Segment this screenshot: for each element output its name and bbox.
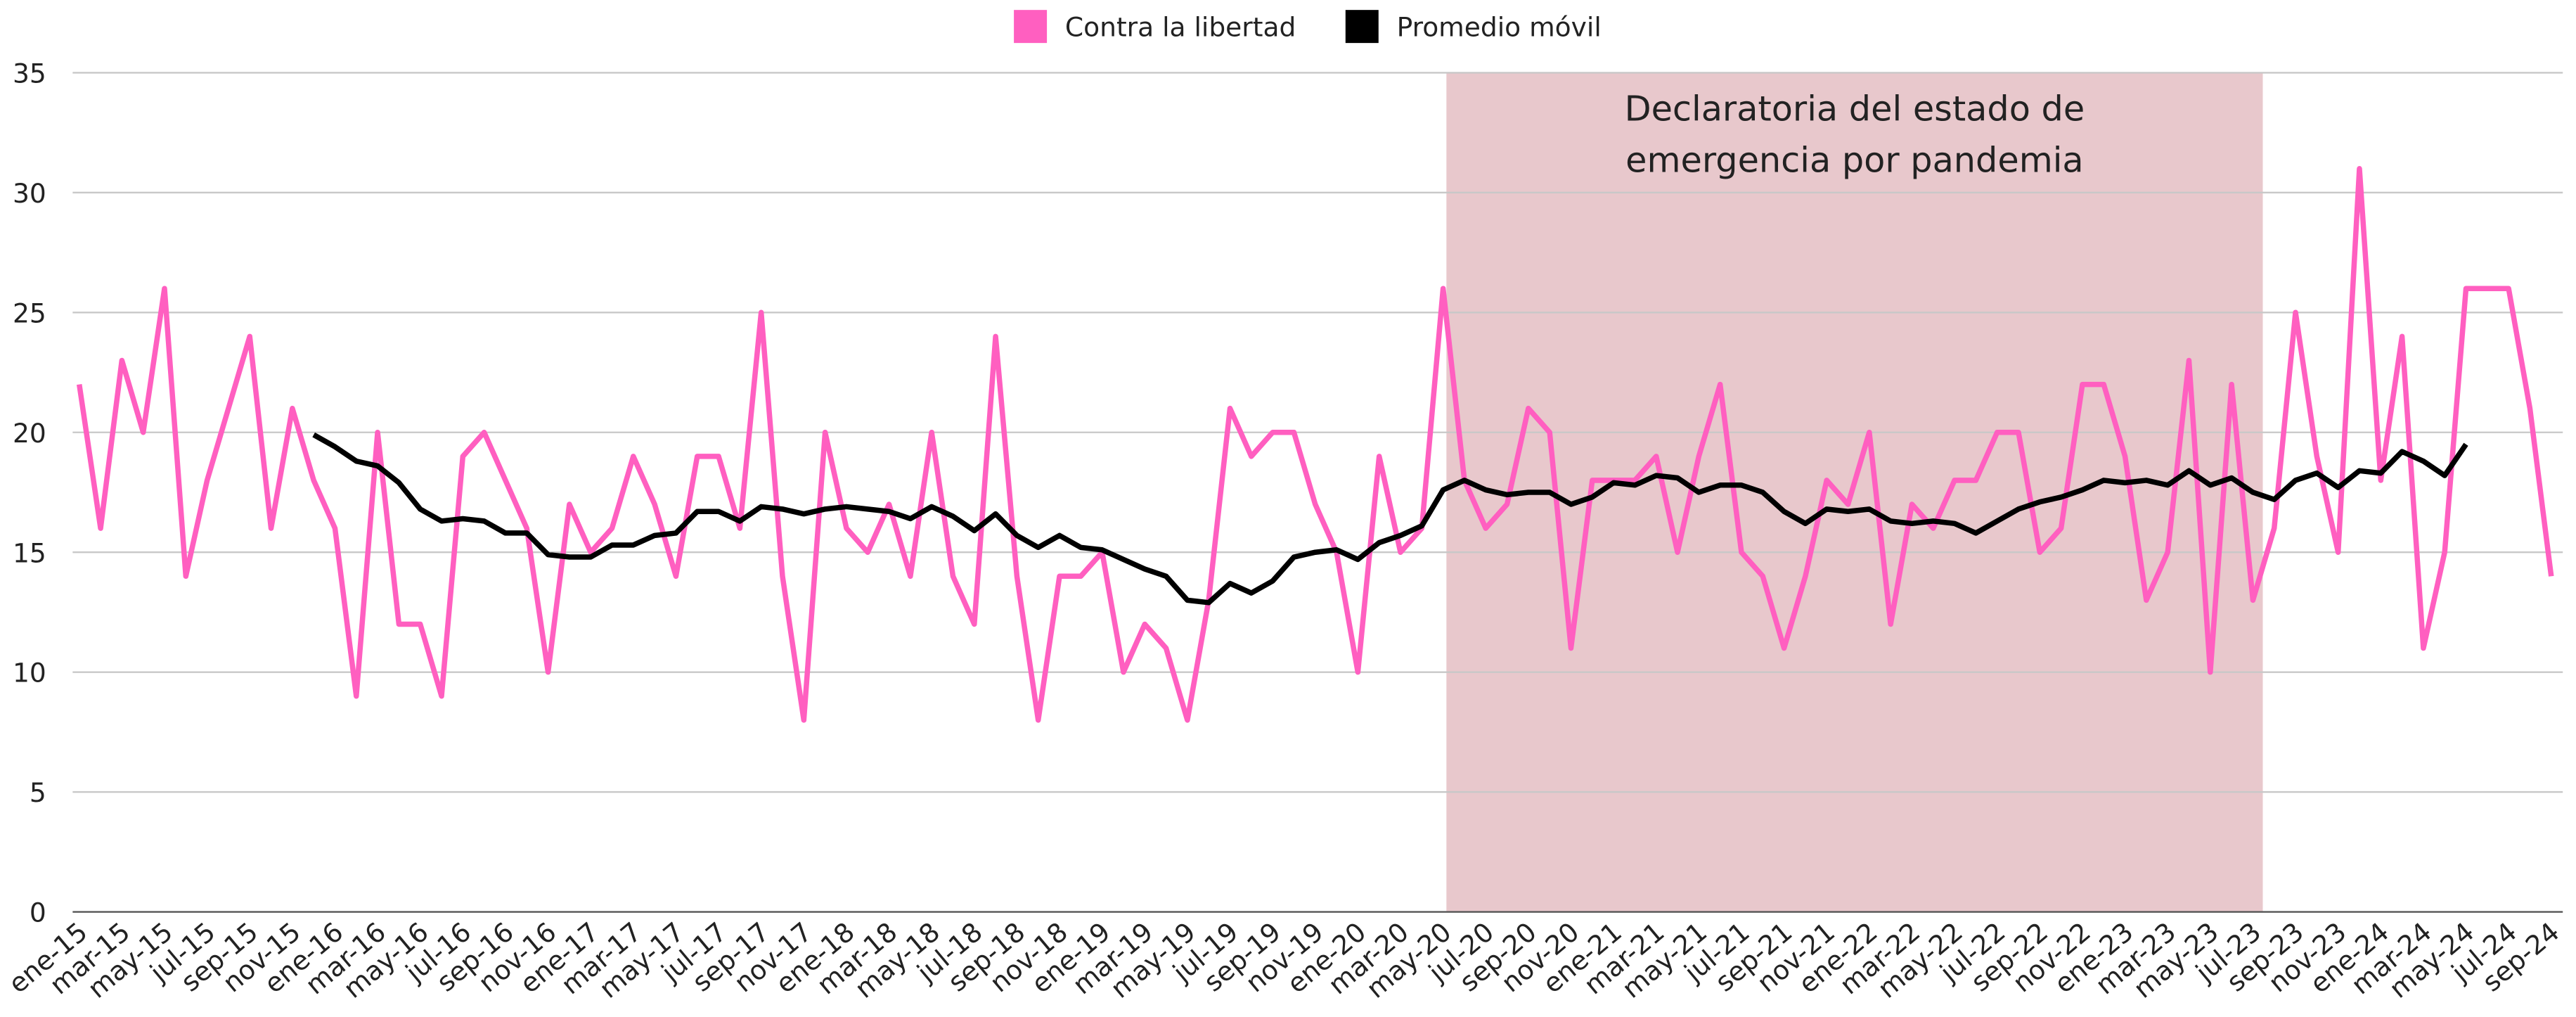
series-line — [77, 166, 2554, 723]
shade-annotation: emergencia por pandemia — [1625, 139, 2084, 180]
y-tick-label: 25 — [13, 298, 46, 328]
legend-swatch — [1014, 10, 1048, 44]
y-tick-label: 5 — [30, 777, 46, 808]
legend-swatch — [1345, 10, 1379, 44]
y-tick-label: 35 — [13, 58, 46, 89]
y-tick-label: 0 — [30, 897, 46, 928]
shade-annotation: Declaratoria del estado de — [1625, 89, 2085, 129]
shaded-period — [1446, 72, 2263, 912]
y-tick-label: 15 — [13, 537, 46, 568]
y-tick-label: 30 — [13, 178, 46, 209]
legend-label: Promedio móvil — [1397, 12, 1602, 43]
series-line — [312, 432, 2468, 606]
y-tick-label: 20 — [13, 418, 46, 449]
legend: Contra la libertad Promedio móvil — [1014, 10, 1602, 44]
legend-label: Contra la libertad — [1065, 12, 1296, 43]
y-tick-label: 10 — [13, 658, 46, 689]
